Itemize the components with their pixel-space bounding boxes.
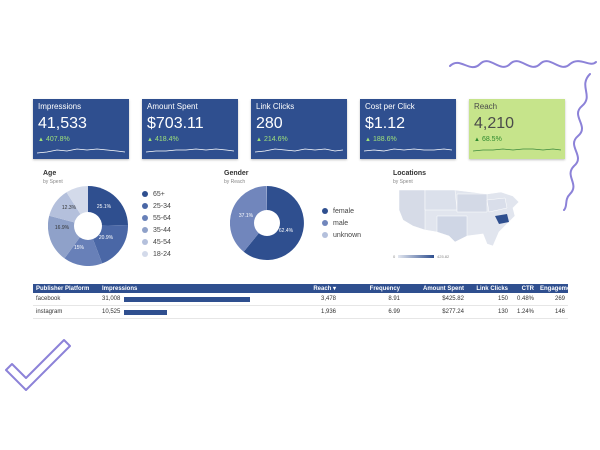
legend-item[interactable]: 55-64: [142, 212, 171, 224]
legend-item[interactable]: 45-54: [142, 236, 171, 248]
us-map[interactable]: [395, 186, 525, 252]
column-header[interactable]: Publisher Platform: [33, 284, 99, 293]
column-header[interactable]: CTR: [511, 284, 537, 293]
gender-slice-label: 37.1%: [239, 213, 254, 219]
locations-title: Locations: [393, 170, 427, 177]
arrow-up-icon: ▲: [365, 137, 371, 143]
map-color-scale: [398, 255, 434, 258]
impressions-bar: [124, 296, 251, 302]
gender-title: Gender: [224, 170, 249, 177]
gender-slice-male: [230, 186, 267, 252]
legend-item[interactable]: 65+: [142, 188, 171, 200]
reach-cell: 3,478: [279, 293, 339, 306]
arrow-up-icon: ▲: [256, 137, 262, 143]
age-slice-label: 15%: [74, 245, 85, 251]
amount-spent-cell: $425.82: [403, 293, 467, 306]
us-map-highlight-state: [495, 214, 509, 224]
kpi-value: 280: [256, 115, 283, 132]
kpi-card-reach[interactable]: Reach 4,210 ▲ 68.5%: [469, 99, 565, 159]
publisher-table: Publisher Platform Impressions Reach ▾ F…: [33, 284, 576, 319]
legend-item[interactable]: unknown: [322, 229, 361, 241]
kpi-title: Cost per Click: [365, 102, 415, 111]
column-header[interactable]: Impressions: [99, 284, 279, 293]
platform-cell: facebook: [33, 293, 99, 306]
kpi-title: Link Clicks: [256, 102, 295, 111]
age-slice-label: 12.3%: [62, 205, 77, 211]
engagement-cell: 269: [537, 293, 568, 306]
table-row[interactable]: instagram 10,525 1,936 6.99 $277.24 130 …: [33, 305, 568, 319]
ctr-cell: 0.48%: [511, 293, 537, 306]
age-subtitle: by Spent: [43, 179, 63, 185]
kpi-delta: ▲ 407.8%: [38, 136, 70, 143]
gender-legend: female male unknown: [322, 205, 361, 241]
age-slice-label: 16.9%: [55, 225, 70, 231]
arrow-up-icon: ▲: [38, 137, 44, 143]
legend-item[interactable]: female: [322, 205, 361, 217]
age-slice-65plus: [88, 186, 128, 226]
impressions-bar: [124, 309, 168, 315]
amount-spent-cell: $277.24: [403, 305, 467, 319]
kpi-card-cost-per-click[interactable]: Cost per Click $1.12 ▲ 188.6%: [360, 99, 456, 159]
sparkline: [146, 148, 234, 153]
kpi-delta: ▲ 214.6%: [256, 136, 288, 143]
kpi-value: $703.11: [147, 115, 204, 132]
gender-subtitle: by Reach: [224, 179, 246, 185]
impressions-cell: 10,525: [99, 305, 279, 319]
gender-donut-chart[interactable]: 62.4% 37.1%: [230, 186, 304, 260]
decorative-squiggle: [449, 60, 597, 211]
map-scale-min: 0: [393, 254, 396, 259]
locations-subtitle: by Spent: [393, 179, 413, 185]
legend-item[interactable]: 25-34: [142, 200, 171, 212]
age-title: Age: [43, 170, 57, 177]
arrow-up-icon: ▲: [147, 137, 153, 143]
sparkline: [255, 148, 343, 153]
kpi-title: Impressions: [38, 102, 82, 111]
kpi-value: 41,533: [38, 115, 87, 132]
decorative-checkmark: [5, 339, 71, 391]
kpi-delta: ▲ 418.4%: [147, 136, 179, 143]
platform-cell: instagram: [33, 305, 99, 319]
column-header[interactable]: Link Clicks: [467, 284, 511, 293]
age-slice-label: 25.1%: [97, 204, 112, 210]
kpi-title: Reach: [474, 102, 498, 111]
sparkline: [364, 148, 452, 152]
legend-item[interactable]: 18-24: [142, 248, 171, 260]
column-header[interactable]: Engagement: [537, 284, 576, 293]
age-donut-chart[interactable]: 25.1% 20.9% 15% 16.9% 12.3%: [48, 186, 128, 266]
kpi-card-link-clicks[interactable]: Link Clicks 280 ▲ 214.6%: [251, 99, 347, 159]
sparkline: [37, 148, 125, 154]
legend-item[interactable]: 35-44: [142, 224, 171, 236]
kpi-delta: ▲ 68.5%: [474, 136, 502, 143]
kpi-card-amount-spent[interactable]: Amount Spent $703.11 ▲ 418.4%: [142, 99, 238, 159]
table-row[interactable]: facebook 31,008 3,478 8.91 $425.82 150 0…: [33, 293, 568, 306]
link-clicks-cell: 150: [467, 293, 511, 306]
column-header[interactable]: Amount Spent: [403, 284, 467, 293]
kpi-value: 4,210: [474, 115, 515, 132]
arrow-up-icon: ▲: [474, 137, 480, 143]
age-slice-55-64: [64, 226, 103, 266]
link-clicks-cell: 130: [467, 305, 511, 319]
kpi-delta: ▲ 188.6%: [365, 136, 397, 143]
frequency-cell: 8.91: [339, 293, 403, 306]
column-header-sorted[interactable]: Reach ▾: [279, 284, 339, 293]
sparkline: [473, 148, 561, 152]
column-header[interactable]: Frequency: [339, 284, 403, 293]
map-scale-max: 425.82: [437, 254, 450, 259]
engagement-cell: 146: [537, 305, 568, 319]
kpi-title: Amount Spent: [147, 102, 198, 111]
gender-slice-label: 62.4%: [279, 228, 294, 234]
impressions-cell: 31,008: [99, 293, 279, 306]
ctr-cell: 1.24%: [511, 305, 537, 319]
table-header-row: Publisher Platform Impressions Reach ▾ F…: [33, 284, 576, 293]
kpi-value: $1.12: [365, 115, 406, 132]
reach-cell: 1,936: [279, 305, 339, 319]
legend-item[interactable]: male: [322, 217, 361, 229]
age-legend: 65+ 25-34 55-64 35-44 45-54 18-24: [142, 188, 171, 260]
age-slice-label: 20.9%: [99, 235, 114, 241]
kpi-card-impressions[interactable]: Impressions 41,533 ▲ 407.8%: [33, 99, 129, 159]
frequency-cell: 6.99: [339, 305, 403, 319]
